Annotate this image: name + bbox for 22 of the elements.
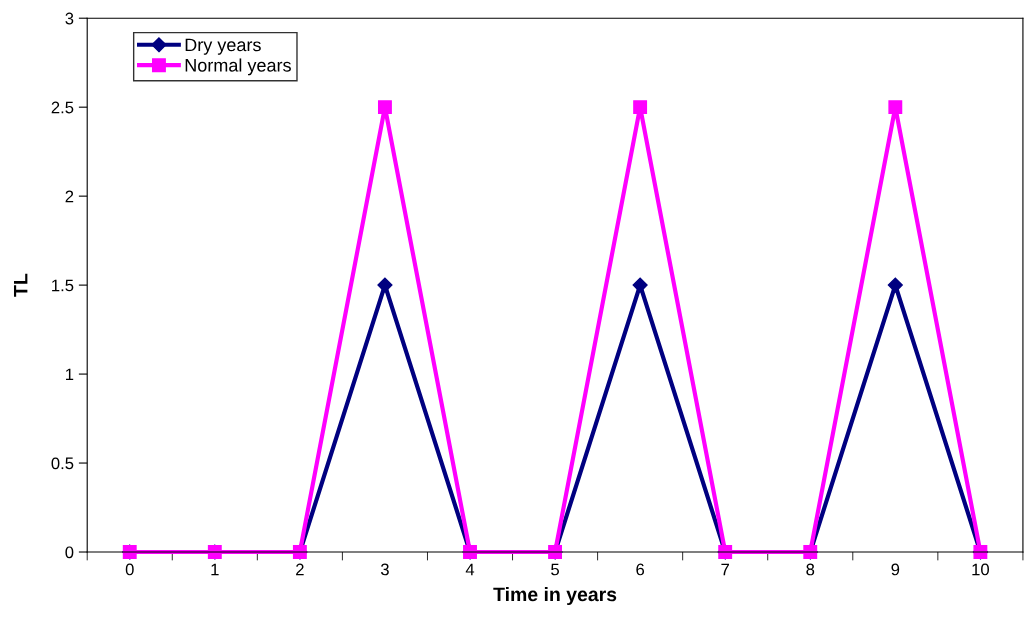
x-tick-label: 6 [636, 563, 645, 576]
y-axis-title: TL [13, 273, 28, 297]
y-tick-label: 2.5 [51, 101, 74, 114]
legend-label: Normal years [185, 58, 291, 76]
x-tick-label: 3 [380, 563, 389, 576]
x-tick-label: 1 [211, 563, 219, 576]
x-tick-label: 8 [806, 563, 815, 576]
x-tick-label: 7 [721, 563, 729, 576]
x-tick-label: 4 [465, 563, 475, 576]
x-tick-label: 9 [891, 563, 900, 576]
x-tick-label: 0 [125, 563, 134, 576]
y-tick-label: 0 [65, 546, 74, 559]
x-tick-label: 5 [551, 563, 559, 576]
x-axis-title: Time in years [493, 586, 617, 606]
y-tick-label: 1 [66, 368, 74, 381]
y-tick-label: 1.5 [52, 279, 74, 292]
y-tick-label: 3 [65, 12, 74, 25]
y-tick-label: 2 [65, 190, 74, 203]
x-tick-label: 10 [972, 563, 990, 576]
y-tick-label: 0.5 [51, 457, 74, 470]
legend-label: Dry years [185, 38, 261, 55]
x-tick-label: 2 [296, 563, 304, 576]
